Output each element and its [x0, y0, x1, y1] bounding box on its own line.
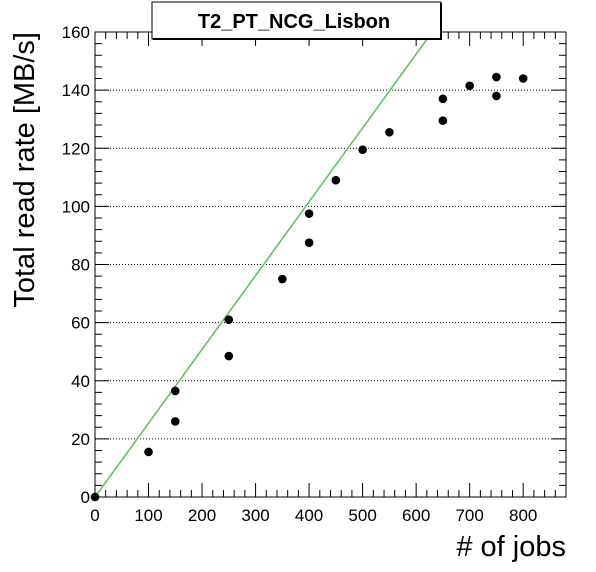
data-point — [518, 74, 528, 83]
x-tick-labels: 0 100 200 300 400 500 600 700 800 — [90, 506, 537, 525]
data-point — [304, 238, 314, 248]
data-point — [331, 175, 341, 185]
x-tick-label: 700 — [455, 506, 483, 525]
y-tick-label: 60 — [71, 314, 90, 333]
y-axis-title: Total read rate [MB/s] — [9, 32, 41, 308]
data-point — [304, 209, 314, 218]
data-points — [90, 72, 528, 502]
data-point — [492, 91, 501, 101]
data-point — [465, 81, 474, 91]
x-tick-label: 200 — [188, 506, 216, 525]
data-point — [224, 351, 234, 361]
data-point — [170, 417, 180, 426]
x-tick-label: 0 — [90, 506, 99, 525]
data-point — [438, 94, 448, 104]
data-point — [492, 72, 501, 82]
x-tick-label: 400 — [295, 506, 323, 525]
plot-frame — [94, 31, 567, 498]
x-axis-title: # of jobs — [456, 531, 566, 563]
grid-lines — [95, 89, 566, 440]
data-point — [144, 447, 153, 457]
y-tick-label: 160 — [62, 23, 90, 42]
y-tick-label: 80 — [71, 256, 90, 275]
y-tick-label: 140 — [62, 81, 90, 100]
x-tick-label: 100 — [134, 506, 162, 525]
x-tick-label: 300 — [241, 506, 269, 525]
fit-line — [94, 31, 433, 498]
data-point — [385, 127, 394, 137]
y-tick-label: 0 — [81, 488, 90, 507]
y-tick-label: 100 — [62, 197, 90, 216]
data-point — [358, 145, 367, 155]
y-tick-label: 120 — [62, 139, 90, 158]
data-point — [278, 274, 287, 284]
x-tick-label: 500 — [348, 506, 376, 525]
y-tick-label: 40 — [71, 372, 90, 391]
axis-ticks — [94, 31, 567, 498]
chart-title: T2_PT_NCG_Lisbon — [198, 11, 390, 33]
y-tick-labels: 0 20 40 60 80 100 120 140 160 — [62, 23, 90, 507]
data-point — [224, 315, 234, 325]
data-point — [438, 116, 448, 125]
y-tick-label: 20 — [71, 430, 90, 449]
x-tick-label: 800 — [509, 506, 537, 525]
title-box: T2_PT_NCG_Lisbon — [151, 1, 442, 40]
x-tick-label: 600 — [402, 506, 430, 525]
data-point — [170, 386, 180, 396]
